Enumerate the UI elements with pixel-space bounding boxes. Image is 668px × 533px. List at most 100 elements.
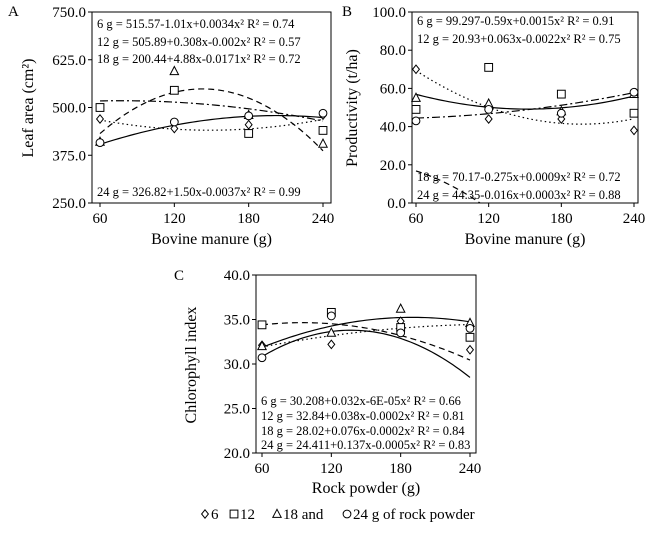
data-point-18g-triangle bbox=[326, 327, 337, 337]
equation-annotation: 18 g = 70.17-0.275x+0.0009x² R² = 0.72 bbox=[417, 170, 621, 184]
data-point-24g-circle bbox=[411, 116, 421, 126]
data-point-24g-circle bbox=[326, 311, 336, 321]
panel-label: C bbox=[174, 268, 184, 284]
x-axis-label: Rock powder (g) bbox=[312, 480, 420, 497]
fit-curve-18g bbox=[99, 88, 324, 152]
data-point-12g-square bbox=[257, 320, 267, 330]
data-point-12g-square bbox=[318, 126, 328, 135]
data-point-24g-circle bbox=[556, 108, 566, 118]
data-point-12g-square bbox=[484, 62, 494, 72]
x-tick-label: 240 bbox=[312, 211, 335, 227]
legend-circle-icon bbox=[342, 509, 352, 519]
legend-item: 6 bbox=[200, 507, 219, 523]
data-point-6g-diamond bbox=[95, 113, 105, 124]
data-point-24g-circle bbox=[244, 111, 254, 121]
x-axis-label: Bovine manure (g) bbox=[465, 231, 586, 248]
y-tick-label: 40.0 bbox=[224, 268, 250, 284]
data-point-6g-diamond bbox=[170, 123, 179, 134]
data-point-24g-circle bbox=[318, 108, 328, 118]
data-point-6g-diamond bbox=[484, 113, 493, 124]
legend-triangle-icon bbox=[271, 508, 283, 518]
y-tick-label: 25.0 bbox=[224, 402, 250, 418]
x-tick-label: 60 bbox=[409, 211, 424, 227]
legend-item: 18 and bbox=[271, 507, 324, 523]
legend-label: 12 bbox=[240, 507, 255, 523]
data-point-24g-circle bbox=[484, 105, 494, 114]
legend-label: 6 bbox=[211, 507, 219, 523]
y-tick-label: 80.0 bbox=[380, 43, 406, 59]
y-tick-label: 750.0 bbox=[52, 5, 86, 21]
fit-curve-18g bbox=[415, 93, 635, 110]
data-point-18g-triangle bbox=[395, 303, 406, 313]
y-tick-label: 60.0 bbox=[380, 81, 406, 97]
chart-panel-a: 250.0 375.0 500.0 625.0 750.0 60 120 180 240 Bovi… bbox=[8, 4, 334, 248]
y-tick-label: 20.0 bbox=[224, 446, 250, 462]
legend-diamond-icon bbox=[200, 509, 210, 519]
x-tick-label: 240 bbox=[623, 211, 646, 227]
fit-curves bbox=[415, 70, 635, 203]
equation-annotation: 12 g = 505.89+0.308x-0.002x² R² = 0.57 bbox=[97, 35, 301, 49]
legend-label: 24 g of rock powder bbox=[353, 507, 475, 523]
x-axis-label: Bovine manure (g) bbox=[151, 231, 272, 248]
chart-panel-c: 20.0 25.0 30.0 35.0 40.0 60 120 180 240 Rock powd… bbox=[174, 268, 481, 497]
y-axis-label: Leaf area (cm²) bbox=[20, 59, 37, 158]
x-tick-label: 180 bbox=[550, 211, 573, 227]
data-point-6g-diamond bbox=[465, 344, 475, 355]
data-point-18g-triangle bbox=[169, 65, 180, 76]
data-point-12g-square bbox=[244, 129, 254, 138]
y-tick-label: 0.0 bbox=[387, 196, 406, 212]
equation-annotation: 6 g = 515.57-1.01x+0.0034x² R² = 0.74 bbox=[97, 17, 295, 31]
fit-curve-24g bbox=[415, 92, 635, 119]
data-point-24g-circle bbox=[629, 87, 639, 97]
data-point-24g-circle bbox=[169, 117, 179, 127]
data-point-12g-square bbox=[95, 103, 105, 112]
data-point-12g-square bbox=[629, 108, 639, 118]
data-point-6g-diamond bbox=[327, 339, 336, 350]
x-tick-label: 180 bbox=[389, 461, 412, 477]
data-point-24g-circle bbox=[95, 138, 105, 148]
fit-curve-12g bbox=[261, 322, 471, 361]
y-tick-label: 250.0 bbox=[52, 196, 86, 212]
legend-square-icon bbox=[229, 509, 239, 519]
fit-curve-18g bbox=[261, 316, 471, 349]
y-tick-label: 30.0 bbox=[224, 357, 250, 373]
data-point-6g-diamond bbox=[411, 64, 421, 75]
data-point-18g-triangle bbox=[410, 92, 422, 102]
y-tick-label: 500.0 bbox=[52, 101, 86, 117]
equation-annotation: 6 g = 99.297-0.59x+0.0015x² R² = 0.91 bbox=[417, 14, 614, 28]
y-tick-label: 35.0 bbox=[224, 313, 250, 329]
fit-curve-24g bbox=[261, 329, 471, 378]
y-axis-label: Productivity (t/ha) bbox=[344, 49, 361, 167]
data-point-6g-diamond bbox=[244, 119, 253, 130]
equation-annotation: 24 g = 44.35-0.016x+0.0003x² R² = 0.88 bbox=[417, 188, 621, 202]
y-tick-label: 40.0 bbox=[380, 120, 406, 136]
panel-label: A bbox=[8, 4, 19, 20]
equation-annotation: 6 g = 30.208+0.032x-6E-05x² R² = 0.66 bbox=[261, 394, 461, 408]
legend-label: 18 and bbox=[283, 507, 324, 523]
legend-item: 24 g of rock powder bbox=[342, 507, 475, 523]
x-tick-label: 120 bbox=[477, 211, 500, 227]
panel-label: B bbox=[342, 4, 352, 20]
equation-annotation: 12 g = 20.93+0.063x-0.0022x² R² = 0.75 bbox=[417, 32, 621, 46]
y-axis-label: Chlorophyll index bbox=[183, 307, 200, 424]
data-point-24g-circle bbox=[465, 324, 475, 333]
y-tick-label: 625.0 bbox=[52, 53, 86, 69]
fit-curve-24g bbox=[99, 114, 324, 145]
chart-panel-b: 0.0 20.0 40.0 60.0 80.0 100.0 60 120 180 240 Bovin… bbox=[342, 4, 646, 248]
fit-curve-6g bbox=[99, 118, 324, 131]
x-tick-label: 120 bbox=[320, 461, 343, 477]
data-point-18g-triangle bbox=[317, 138, 329, 148]
fit-curve-6g bbox=[415, 70, 635, 125]
equation-annotation: 18 g = 28.02+0.076x-0.0002x² R² = 0.84 bbox=[261, 424, 465, 438]
y-tick-label: 20.0 bbox=[380, 158, 406, 174]
equation-annotation: 18 g = 200.44+4.88x-0.0171x² R² = 0.72 bbox=[97, 52, 301, 66]
x-tick-label: 240 bbox=[459, 461, 482, 477]
equation-annotation: 24 g = 24.411+0.137x-0.0005x² R² = 0.83 bbox=[261, 438, 470, 452]
data-point-12g-square bbox=[556, 89, 566, 99]
data-point-24g-circle bbox=[257, 353, 267, 363]
data-point-18g-triangle bbox=[256, 340, 268, 351]
y-tick-label: 375.0 bbox=[52, 148, 86, 164]
x-tick-label: 60 bbox=[255, 461, 270, 477]
fit-curve-12g bbox=[99, 100, 324, 122]
